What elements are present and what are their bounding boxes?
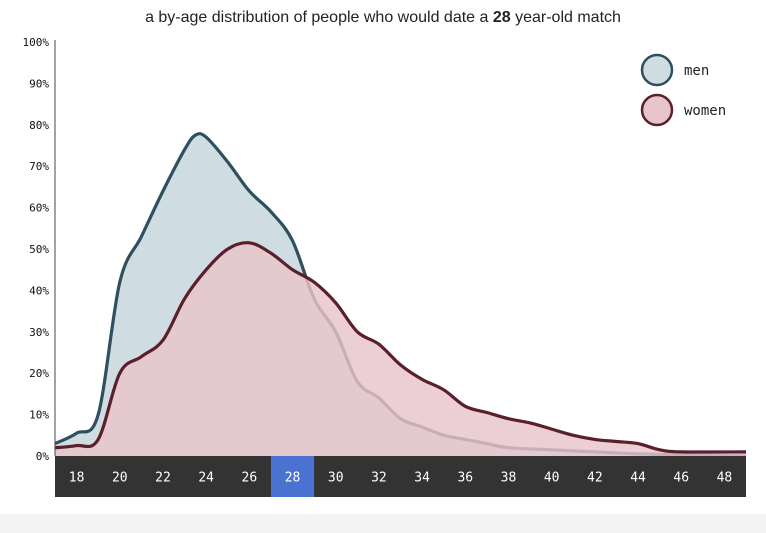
x-tick-label[interactable]: 22 xyxy=(155,471,171,486)
series-line-women xyxy=(54,241,747,454)
x-tick-label[interactable]: 32 xyxy=(371,471,387,486)
y-tick-label: 30% xyxy=(29,326,49,339)
series-area-women xyxy=(55,242,746,456)
y-tick-label: 100% xyxy=(23,36,50,49)
x-tick-highlight xyxy=(270,456,315,497)
y-tick-label: 40% xyxy=(29,284,49,297)
y-tick-label: 0% xyxy=(36,450,50,463)
y-tick-label: 50% xyxy=(29,243,49,256)
x-tick-label[interactable]: 20 xyxy=(112,471,128,486)
x-axis: 18 20 22 24 26 28 30 32 34 36 38 40 42 44 46 48 xyxy=(55,456,746,497)
y-tick-label: 80% xyxy=(29,119,49,132)
legend-label-women: women xyxy=(684,103,726,119)
legend-swatch-men xyxy=(640,53,674,87)
legend[interactable]: men women xyxy=(640,53,726,127)
plot-areas xyxy=(54,132,747,458)
x-tick-label[interactable]: 42 xyxy=(587,471,603,486)
x-axis-band xyxy=(55,456,746,497)
y-axis: 0% 10% 20% 30% 40% 50% 60% 70% 80% 90% 100% xyxy=(23,36,56,463)
bottom-strip xyxy=(0,514,766,533)
x-tick-label[interactable]: 36 xyxy=(457,471,473,486)
y-tick-label: 90% xyxy=(29,77,49,90)
title-suffix: year-old match xyxy=(510,9,621,26)
x-tick-label[interactable]: 26 xyxy=(242,471,258,486)
title-prefix: a by-age distribution of people who woul… xyxy=(145,9,493,26)
legend-label-men: men xyxy=(684,63,709,79)
y-tick-label: 20% xyxy=(29,367,49,380)
y-tick-label: 60% xyxy=(29,202,49,215)
x-tick-label[interactable]: 46 xyxy=(673,471,689,486)
y-tick-label: 70% xyxy=(29,160,49,173)
x-tick-label[interactable]: 44 xyxy=(630,471,646,486)
x-tick-label[interactable]: 38 xyxy=(501,471,517,486)
x-tick-label[interactable]: 28 xyxy=(285,471,301,486)
x-tick-label[interactable]: 30 xyxy=(328,471,344,486)
y-tick-label: 10% xyxy=(29,409,49,422)
x-tick-label[interactable]: 48 xyxy=(717,471,733,486)
x-tick-label[interactable]: 40 xyxy=(544,471,560,486)
chart-title: a by-age distribution of people who woul… xyxy=(0,9,766,27)
title-highlight: 28 xyxy=(492,9,511,26)
legend-swatch-women xyxy=(640,93,674,127)
x-tick-label[interactable]: 24 xyxy=(198,471,214,486)
x-tick-label[interactable]: 34 xyxy=(414,471,430,486)
x-tick-label[interactable]: 18 xyxy=(69,471,85,486)
